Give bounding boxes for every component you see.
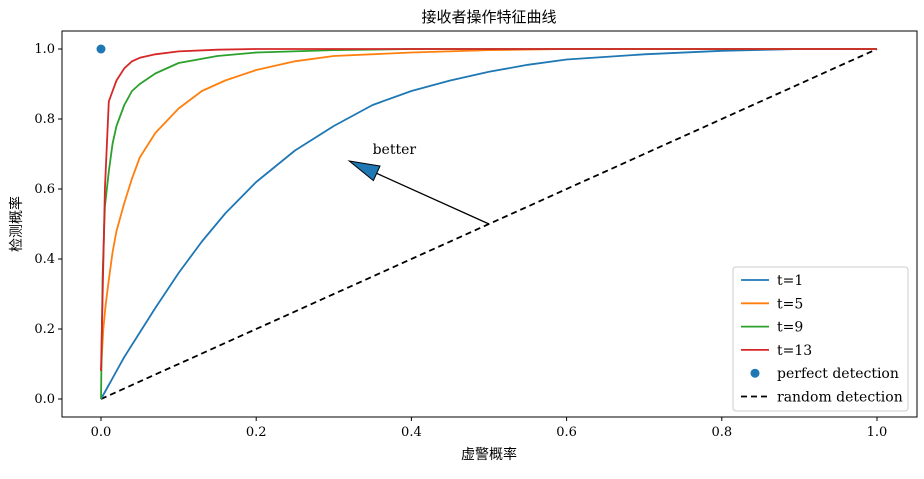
y-tick-label: 1.0	[34, 42, 55, 57]
x-tick-label: 0.8	[711, 425, 732, 440]
y-axis-ticks: 0.0 0.2 0.4 0.6 0.8 1.0	[34, 42, 62, 407]
y-axis-label: 检测概率	[8, 196, 25, 252]
x-axis-label: 虚警概率	[461, 446, 517, 463]
y-tick-label: 0.8	[34, 112, 55, 127]
x-axis-ticks: 0.0 0.2 0.4 0.6 0.8 1.0	[91, 417, 888, 440]
x-tick-label: 0.0	[91, 425, 112, 440]
y-tick-label: 0.0	[34, 392, 55, 407]
legend: t=1 t=5 t=9 t=13 perfect detection random det…	[732, 266, 909, 412]
legend-label: t=9	[777, 320, 803, 336]
legend-box	[732, 266, 909, 412]
perfect-detection-point	[96, 44, 106, 54]
plot-frame	[61, 30, 918, 418]
legend-label: random detection	[777, 390, 903, 406]
x-tick-label: 1.0	[867, 425, 888, 440]
legend-label: t=5	[777, 296, 803, 312]
series-line-t5	[100, 48, 877, 372]
legend-swatch	[750, 368, 760, 378]
chart-title: 接收者操作特征曲线	[421, 8, 556, 26]
plot-area: better	[96, 44, 878, 400]
x-tick-label: 0.4	[401, 425, 422, 440]
y-tick-label: 0.2	[34, 322, 55, 337]
x-tick-label: 0.2	[246, 425, 267, 440]
annotation-label: better	[373, 142, 417, 158]
legend-label: t=13	[777, 343, 812, 359]
y-tick-label: 0.6	[34, 182, 55, 197]
legend-label: t=1	[777, 273, 803, 289]
legend-label: perfect detection	[777, 366, 899, 382]
annotation-arrow-shaft	[376, 172, 490, 225]
x-tick-label: 0.6	[556, 425, 577, 440]
series-line-t13	[100, 48, 877, 372]
y-tick-label: 0.4	[34, 252, 55, 267]
annotation-arrow-head	[347, 160, 381, 182]
series-line-t1	[100, 48, 877, 400]
